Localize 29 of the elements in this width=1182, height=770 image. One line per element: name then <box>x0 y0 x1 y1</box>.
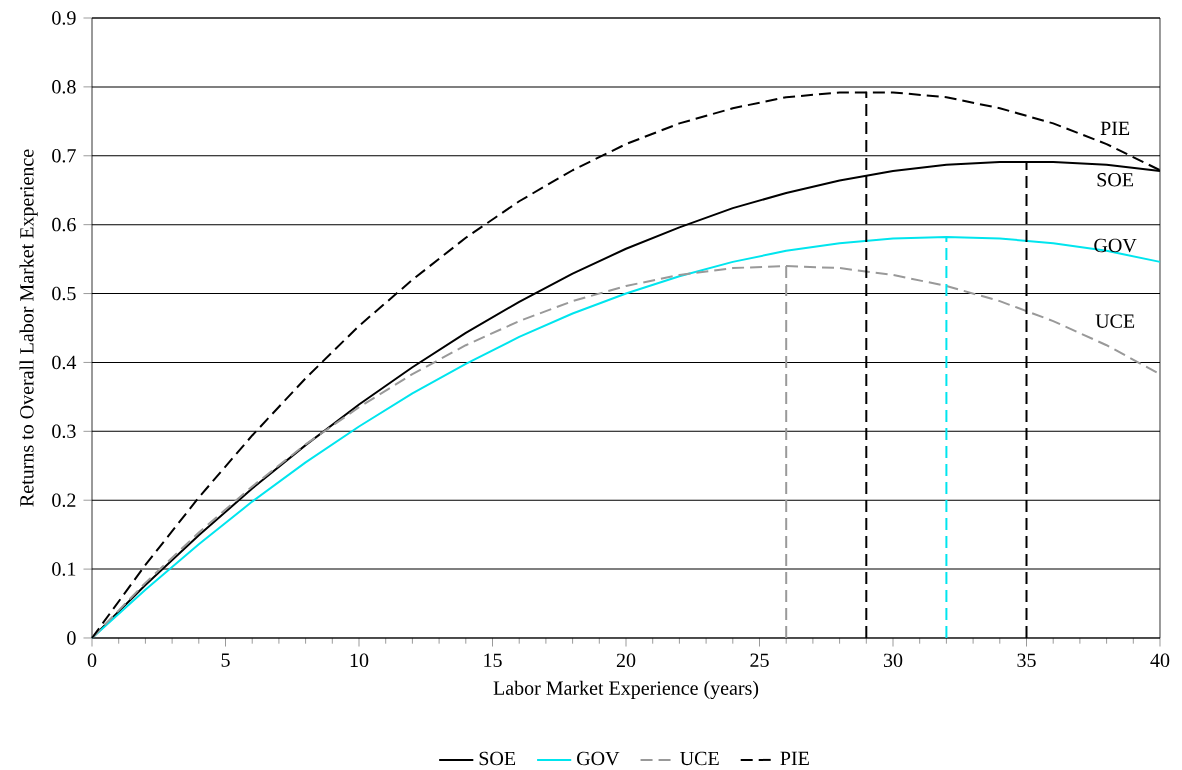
x-axis-title: Labor Market Experience (years) <box>493 680 759 700</box>
x-tick-label: 10 <box>350 653 369 668</box>
y-tick-label: 0.6 <box>52 217 76 232</box>
y-tick-label: 0.8 <box>52 80 76 94</box>
annotation: SOE <box>1097 173 1134 187</box>
x-tick-label: 5 <box>221 653 230 667</box>
x-tick-label: 0 <box>87 653 97 668</box>
legend-label: SOE <box>479 751 516 766</box>
y-tick-label: 0.9 <box>52 11 76 25</box>
legend-label: UCE <box>680 751 719 766</box>
y-tick-label: 0.5 <box>52 286 76 301</box>
y-tick-label: 0.3 <box>52 424 76 439</box>
annotation: UCE <box>1095 314 1135 328</box>
x-tick-label: 30 <box>883 653 903 668</box>
y-tick-label: 0 <box>67 631 76 645</box>
x-tick-label: 25 <box>750 653 769 668</box>
y-tick-label: 0.7 <box>52 148 76 163</box>
legend-label: GOV <box>577 751 620 766</box>
annotation: PIE <box>1100 121 1130 135</box>
y-tick-label: 0.1 <box>52 562 76 576</box>
x-tick-label: 35 <box>1017 653 1036 668</box>
x-tick-label: 20 <box>616 653 636 668</box>
y-axis-title: Returns to Overall Labor Market Experience <box>19 149 38 507</box>
y-tick-label: 0.4 <box>52 355 77 370</box>
x-tick-label: 15 <box>484 653 502 667</box>
y-tick-label: 0.2 <box>52 493 76 507</box>
x-tick-label: 40 <box>1150 653 1170 668</box>
annotation: GOV <box>1094 238 1137 253</box>
legend-label: PIE <box>780 751 809 765</box>
